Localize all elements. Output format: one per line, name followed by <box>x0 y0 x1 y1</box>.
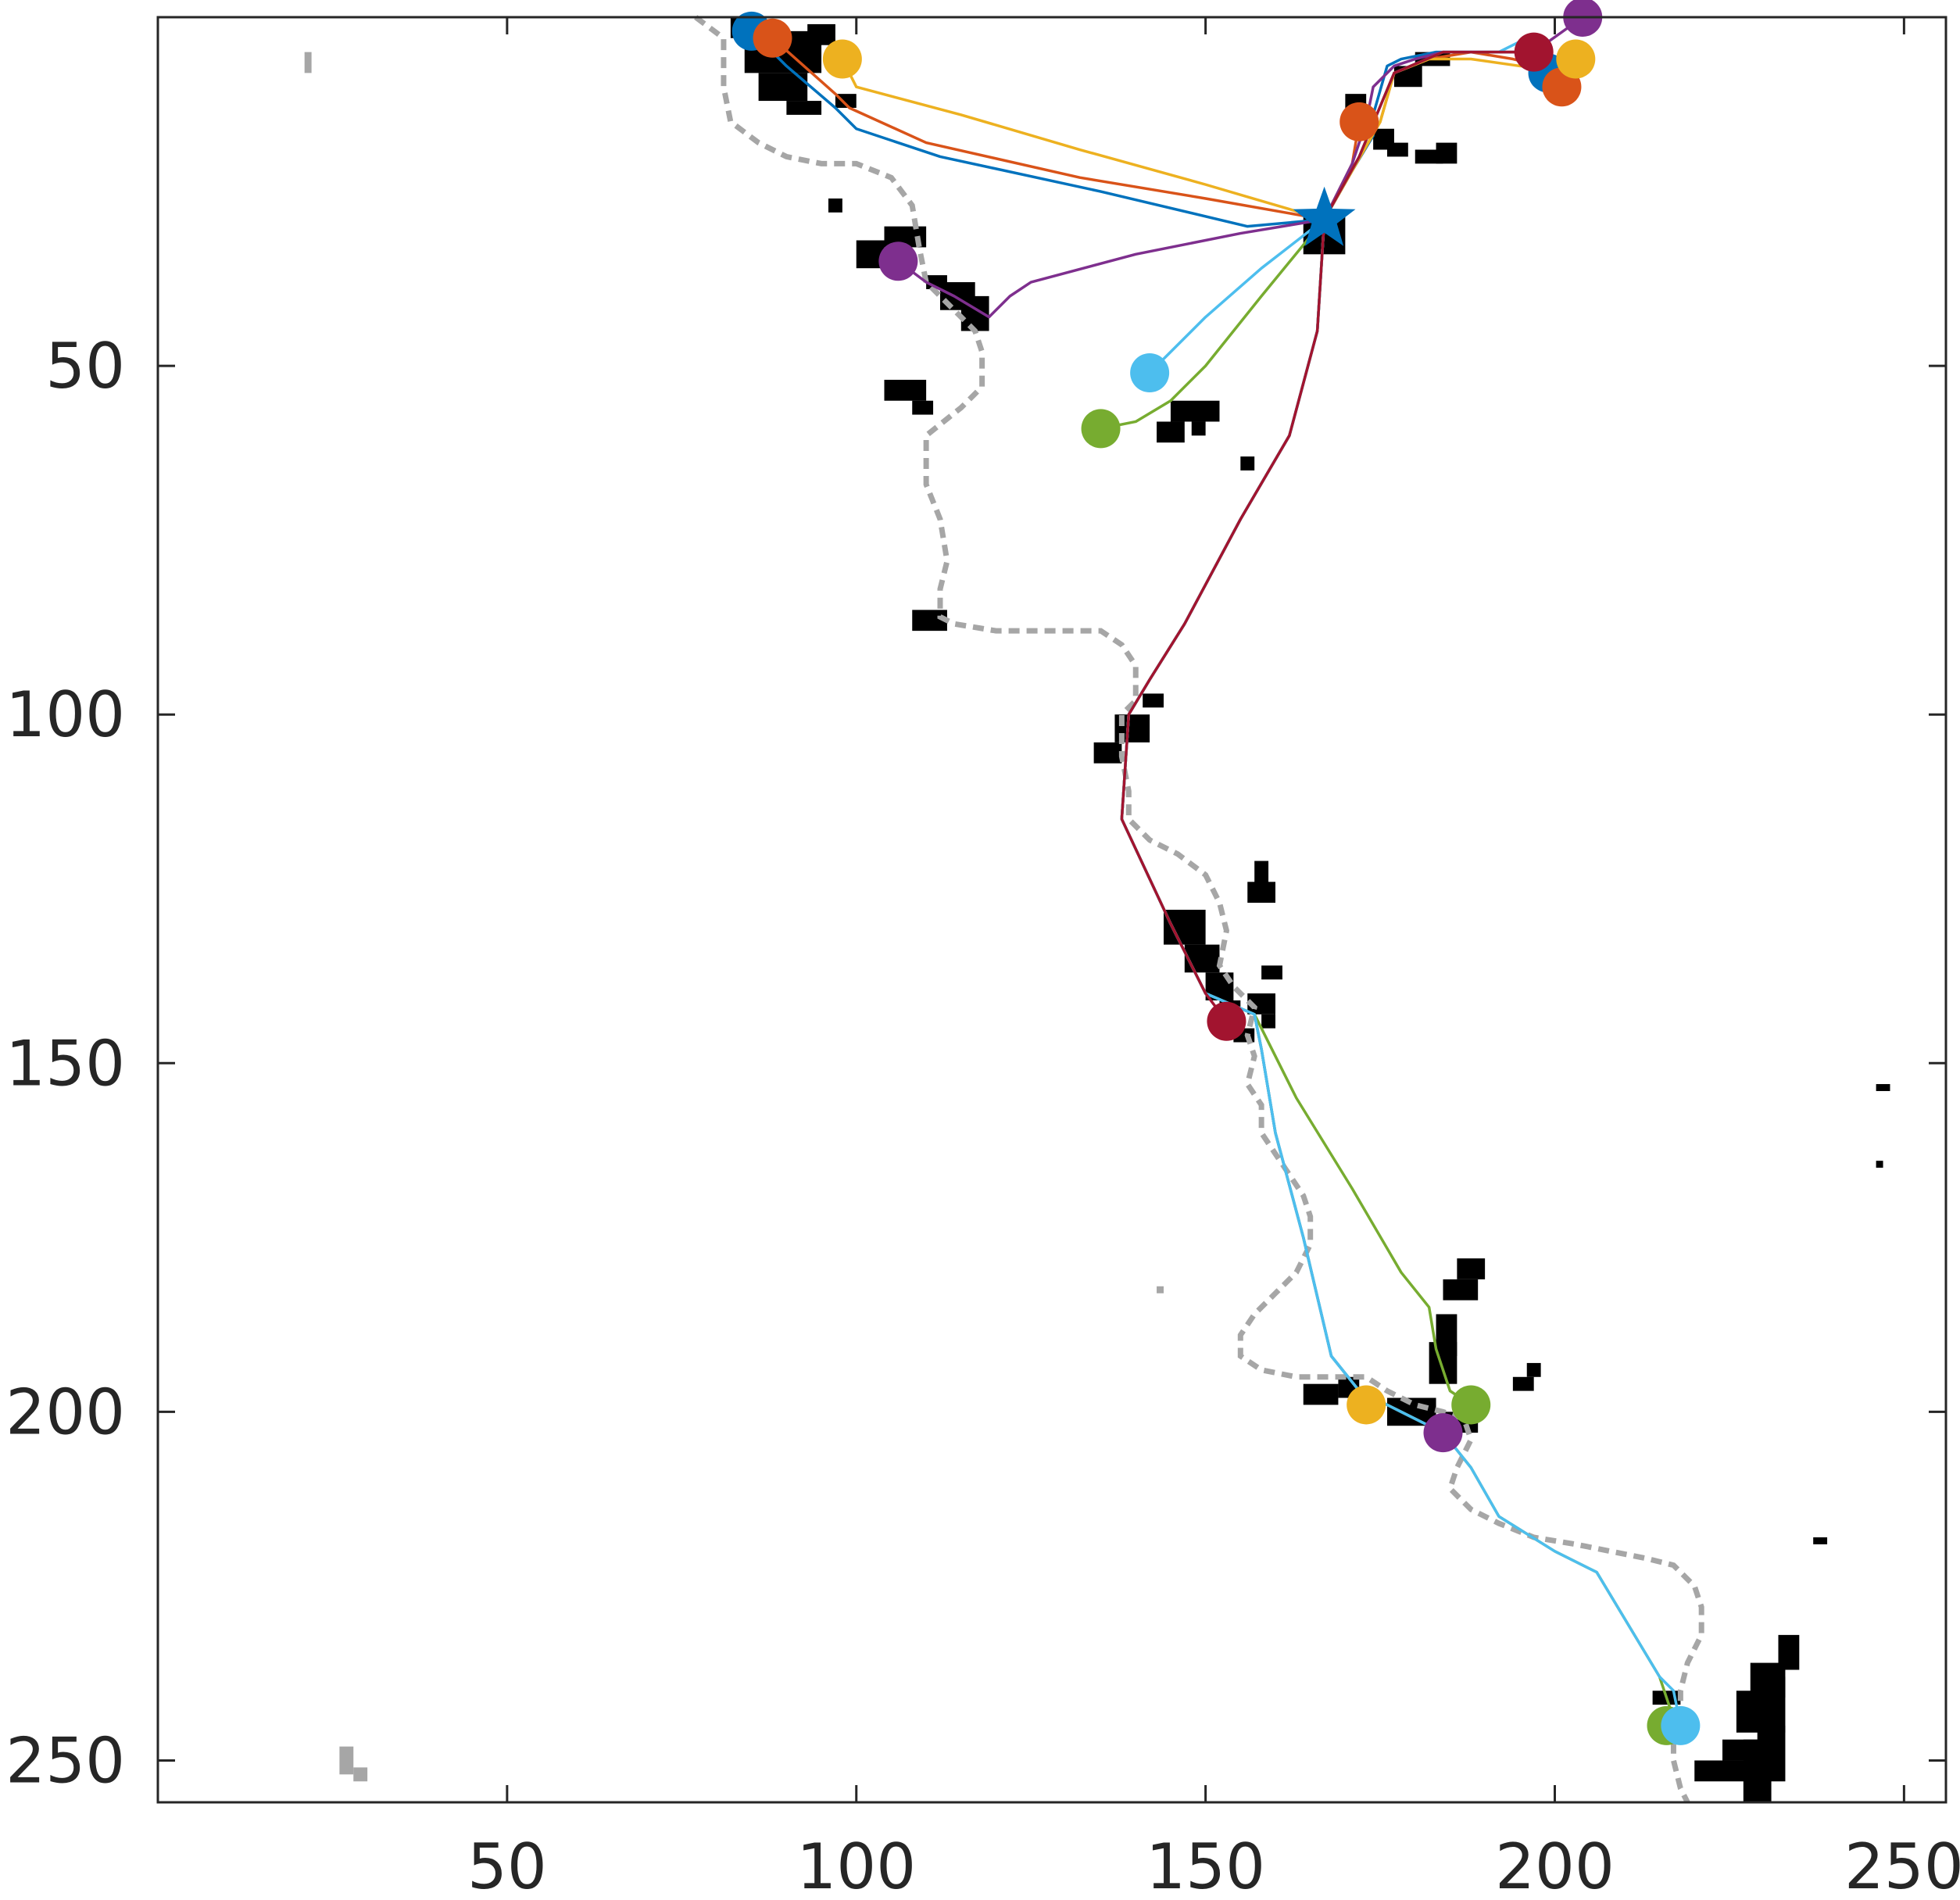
obstacle-cell <box>1303 1383 1339 1405</box>
trajectory-line <box>750 30 1325 228</box>
endpoint-marker <box>1339 102 1379 141</box>
y-tick-label: 150 <box>5 1027 125 1100</box>
obstacle-cell <box>1387 142 1408 157</box>
endpoint-marker <box>1556 39 1596 79</box>
x-tick-label: 50 <box>467 1830 547 1900</box>
plot-frame <box>156 16 1947 1804</box>
endpoint-marker <box>1661 1705 1701 1745</box>
obstacle-cell <box>884 379 927 401</box>
obstacle-cell <box>1261 965 1282 980</box>
x-axis-ticks: 50 100 150 200 250 <box>467 17 1960 1900</box>
obstacle-cell <box>1526 1362 1541 1377</box>
reference-fragment <box>353 1767 368 1782</box>
reference-fragment <box>304 52 312 73</box>
obstacle-cell <box>1143 693 1164 708</box>
obstacle-cell <box>1191 421 1206 436</box>
obstacle-cell <box>1764 1676 1786 1733</box>
endpoint-marker <box>878 242 918 281</box>
x-tick-label: 200 <box>1495 1830 1615 1900</box>
start-star-marker <box>1293 186 1356 246</box>
obstacle-cell <box>1813 1537 1828 1544</box>
start-layer <box>1293 186 1356 246</box>
obstacle-cell <box>828 198 842 213</box>
obstacle-cell <box>1261 1014 1275 1029</box>
x-tick-label: 250 <box>1844 1830 1960 1900</box>
y-tick-label: 100 <box>5 678 125 751</box>
endpoint-marker <box>1347 1385 1386 1425</box>
reference-fragment <box>1157 1286 1164 1294</box>
y-axis-ticks: 50 100 150 200 250 <box>5 330 1946 1797</box>
obstacle-cell <box>1876 1161 1883 1168</box>
obstacle-cell <box>912 400 934 415</box>
trajectory-line <box>771 37 1325 221</box>
trajectory-line <box>897 218 1325 319</box>
obstacle-cell <box>1093 742 1122 764</box>
endpoint-marker <box>822 39 862 79</box>
obstacle-cell <box>1443 1279 1479 1301</box>
obstacle-cell <box>1778 1634 1800 1670</box>
trajectory-line <box>1100 218 1325 431</box>
endpoint-marker <box>1451 1385 1491 1425</box>
y-tick-label: 50 <box>45 330 125 403</box>
obstacle-cell <box>1457 1258 1486 1279</box>
obstacle-cell <box>1170 400 1220 422</box>
obstacle-cell <box>1757 1725 1786 1782</box>
trajectory-line <box>1323 50 1534 220</box>
series-layer <box>750 16 1683 1727</box>
obstacle-cell <box>1393 66 1422 88</box>
trajectory-line <box>841 58 1325 221</box>
obstacle-cell <box>1436 142 1457 164</box>
endpoint-marker <box>1207 1001 1246 1041</box>
y-tick-label: 250 <box>5 1724 125 1797</box>
endpoint-marker <box>1514 32 1554 72</box>
endpoint-marker <box>753 18 792 58</box>
endpoint-layer <box>731 0 1701 1745</box>
obstacle-cell <box>786 101 822 115</box>
plot-background <box>158 17 1946 1802</box>
obstacle-cell <box>807 23 835 45</box>
trajectory-line <box>1120 219 1326 1022</box>
y-tick-label: 200 <box>5 1376 125 1448</box>
x-tick-label: 150 <box>1146 1830 1265 1900</box>
obstacle-cell <box>1254 861 1269 889</box>
endpoint-marker <box>1130 353 1170 393</box>
trajectory-line <box>1148 218 1325 374</box>
obstacle-cell <box>1157 421 1185 443</box>
x-tick-label: 100 <box>796 1830 916 1900</box>
endpoint-marker <box>1423 1413 1463 1453</box>
obstacle-cell <box>1429 1342 1457 1384</box>
obstacle-cell <box>1240 456 1255 471</box>
endpoint-marker <box>1081 409 1121 449</box>
obstacle-cell <box>1184 944 1220 973</box>
obstacle-cell <box>1164 910 1206 945</box>
obstacle-cell <box>1512 1376 1534 1391</box>
obstacle-cell <box>1876 1084 1890 1091</box>
reference-fragment <box>339 1746 354 1775</box>
